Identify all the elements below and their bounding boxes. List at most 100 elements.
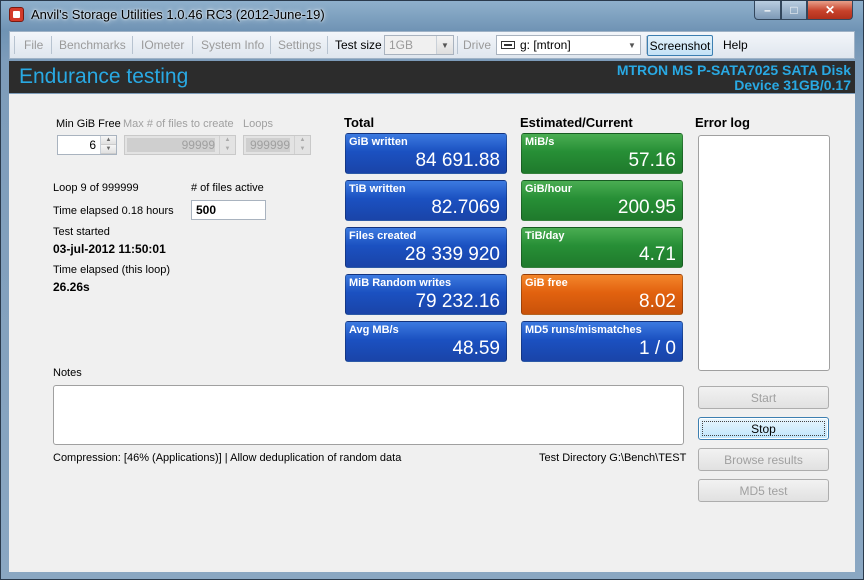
max-files-stepper[interactable]: 99999 ▲ ▼ [124, 135, 236, 155]
tile-title: Files created [349, 230, 417, 242]
app-icon[interactable] [9, 7, 24, 22]
title-bar[interactable]: Anvil's Storage Utilities 1.0.46 RC3 (20… [1, 1, 863, 29]
browse-results-button[interactable]: Browse results [698, 448, 829, 471]
stepper-arrows[interactable]: ▲ ▼ [100, 136, 116, 154]
min-free-value: 6 [89, 138, 96, 152]
md5-test-button[interactable]: MD5 test [698, 479, 829, 502]
field-fill [127, 138, 215, 152]
up-arrow-icon[interactable]: ▲ [101, 136, 116, 145]
device-capacity: Device 31GB/0.17 [734, 77, 851, 93]
stat-tile-gib-written: GiB written 84 691.88 [345, 133, 507, 174]
stat-tile-gib-hour: GiB/hour 200.95 [521, 180, 683, 221]
maximize-icon: □ [790, 3, 798, 17]
menu-separator [192, 36, 193, 54]
tile-value: 79 232.16 [415, 291, 500, 312]
chevron-down-icon: ▼ [624, 36, 640, 54]
stop-button[interactable]: Stop [698, 417, 829, 440]
notes-label: Notes [53, 367, 82, 379]
tile-title: Avg MB/s [349, 324, 399, 336]
time-loop-value: 26.26s [53, 280, 90, 294]
menu-file[interactable]: File [24, 38, 44, 52]
tile-title: TiB/day [525, 230, 565, 242]
maximize-button[interactable]: □ [781, 1, 807, 20]
main-panel: Min GiB Free 6 ▲ ▼ Max # of files to crea… [9, 94, 855, 572]
tile-value: 1 / 0 [639, 338, 676, 359]
error-log-heading: Error log [695, 115, 750, 130]
up-arrow-icon[interactable]: ▲ [224, 137, 231, 143]
start-button[interactable]: Start [698, 386, 829, 409]
stat-tile-mibs: MiB/s 57.16 [521, 133, 683, 174]
loops-stepper[interactable]: 999999 ▲ ▼ [243, 135, 311, 155]
stat-tile-avg-mbs: Avg MB/s 48.59 [345, 321, 507, 362]
up-arrow-icon[interactable]: ▲ [299, 137, 306, 143]
loop-status: Loop 9 of 999999 [53, 182, 139, 194]
drive-value: g: [mtron] [520, 38, 571, 52]
close-button[interactable]: ✕ [807, 1, 853, 20]
menu-system-info[interactable]: System Info [201, 38, 265, 52]
test-directory: Test Directory G:\Bench\TEST [539, 452, 687, 464]
page-header: Endurance testing MTRON MS P-SATA7025 SA… [9, 61, 855, 93]
stepper-arrows[interactable]: ▲ ▼ [219, 136, 235, 154]
tile-value: 28 339 920 [404, 244, 500, 265]
down-arrow-icon[interactable]: ▼ [299, 146, 306, 152]
tile-value: 8.02 [639, 291, 676, 312]
chevron-down-icon: ▼ [436, 36, 453, 54]
tile-title: MiB/s [525, 136, 555, 148]
tile-value: 200.95 [617, 197, 676, 218]
field-fill [246, 138, 290, 152]
tile-title: GiB/hour [525, 183, 573, 195]
menu-bar: File Benchmarks IOmeter System Info Sett… [9, 31, 855, 59]
tile-value: 84 691.88 [415, 150, 500, 171]
estimated-heading: Estimated/Current [520, 115, 633, 130]
test-size-label: Test size [335, 38, 382, 52]
stat-tile-tib-written: TiB written 82.7069 [345, 180, 507, 221]
menu-separator [51, 36, 52, 54]
device-name: MTRON MS P-SATA7025 SATA Disk [616, 62, 851, 78]
test-started-label: Test started [53, 226, 110, 238]
down-arrow-icon[interactable]: ▼ [224, 146, 231, 152]
menu-separator [646, 36, 647, 54]
stop-label: Stop [751, 421, 776, 436]
min-free-stepper[interactable]: 6 ▲ ▼ [57, 135, 117, 155]
test-size-select[interactable]: 1GB ▼ [384, 35, 454, 55]
test-size-value: 1GB [389, 38, 414, 52]
max-files-value: 99999 [181, 138, 215, 152]
minimize-button[interactable]: – [754, 1, 781, 20]
menu-separator [132, 36, 133, 54]
window-title: Anvil's Storage Utilities 1.0.46 RC3 (20… [31, 7, 325, 22]
menu-settings[interactable]: Settings [278, 38, 322, 52]
minimize-icon: – [764, 3, 771, 17]
stat-tile-files-created: Files created 28 339 920 [345, 227, 507, 268]
screenshot-button[interactable]: Screenshot [647, 35, 713, 56]
menu-separator [457, 36, 458, 54]
down-arrow-icon[interactable]: ▼ [101, 145, 116, 154]
files-active-label: # of files active [191, 182, 264, 194]
page-title: Endurance testing [19, 65, 189, 88]
test-started-value: 03-jul-2012 11:50:01 [53, 242, 166, 256]
files-active-field[interactable]: 500 [191, 200, 266, 220]
tile-value: 57.16 [628, 150, 676, 171]
loops-value: 999999 [249, 138, 290, 152]
notes-field[interactable] [53, 385, 684, 445]
tile-value: 48.59 [452, 338, 500, 359]
time-loop-label: Time elapsed (this loop) [53, 264, 170, 276]
drive-icon [501, 41, 515, 49]
compression-info: Compression: [46% (Applications)] | Allo… [53, 452, 402, 464]
stepper-arrows[interactable]: ▲ ▼ [294, 136, 310, 154]
menu-separator [270, 36, 271, 54]
stat-tile-md5: MD5 runs/mismatches 1 / 0 [521, 321, 683, 362]
stat-tile-tib-day: TiB/day 4.71 [521, 227, 683, 268]
drive-select[interactable]: g: [mtron] ▼ [496, 35, 641, 55]
menu-iometer[interactable]: IOmeter [141, 38, 185, 52]
max-files-label: Max # of files to create [123, 118, 234, 130]
menu-separator [327, 36, 328, 54]
stat-tile-random-writes: MiB Random writes 79 232.16 [345, 274, 507, 315]
menu-benchmarks[interactable]: Benchmarks [59, 38, 126, 52]
drive-label: Drive [463, 38, 492, 52]
error-log-box[interactable] [698, 135, 830, 371]
tile-title: GiB free [525, 277, 568, 289]
menu-help[interactable]: Help [723, 38, 748, 52]
tile-title: GiB written [349, 136, 408, 148]
total-heading: Total [344, 115, 375, 130]
